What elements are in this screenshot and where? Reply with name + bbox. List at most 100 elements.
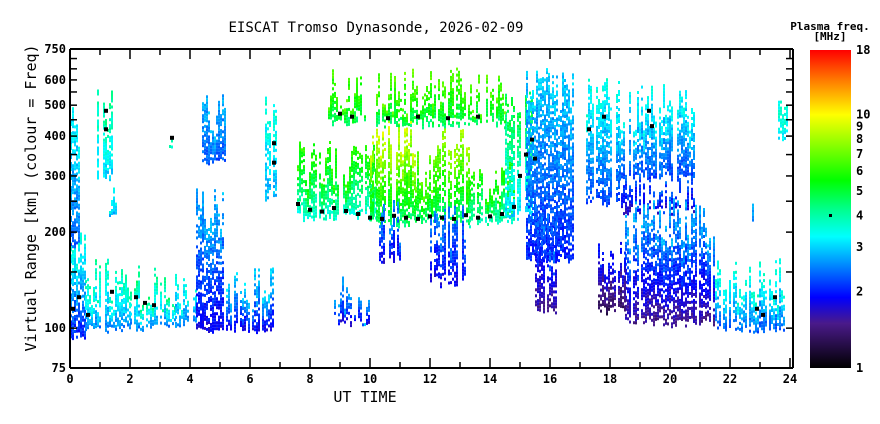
echo-cell — [262, 315, 264, 319]
echo-cell — [95, 295, 97, 299]
echo-cell — [267, 142, 269, 146]
echo-cell — [347, 181, 349, 185]
echo-cell — [202, 129, 204, 133]
echo-cell — [74, 294, 76, 297]
echo-cell — [315, 211, 317, 215]
echo-cell — [214, 148, 216, 152]
echo-cell — [412, 183, 414, 187]
echo-cell — [536, 175, 538, 179]
echo-cell — [558, 115, 560, 119]
echo-cell — [218, 282, 220, 286]
echo-cell — [224, 107, 226, 111]
echo-cell — [198, 282, 200, 286]
echo-cell — [548, 198, 550, 202]
echo-cell — [352, 108, 354, 112]
echo-cell — [544, 177, 546, 181]
echo-cell — [462, 135, 464, 139]
echo-cell — [546, 197, 548, 201]
echo-cell — [560, 155, 562, 158]
echo-cell — [72, 164, 74, 168]
echo-cell — [499, 216, 501, 220]
echo-cell — [78, 311, 80, 315]
echo-cell — [214, 321, 216, 325]
echo-cell — [456, 143, 458, 147]
echo-cell — [511, 148, 513, 151]
echo-cell — [517, 169, 519, 173]
echo-cell — [359, 188, 361, 192]
echo-cell — [509, 191, 511, 195]
echo-cell — [348, 95, 350, 99]
echo-cell — [538, 93, 540, 97]
echo-cell — [560, 215, 562, 218]
echo-cell — [74, 173, 76, 177]
echo-cell — [113, 211, 115, 215]
echo-cell — [440, 113, 442, 117]
echo-cell — [76, 229, 78, 233]
echo-cell — [370, 176, 372, 180]
echo-cell — [275, 184, 277, 188]
echo-cell — [311, 188, 313, 192]
echo-cell — [572, 154, 574, 158]
echo-cell — [99, 271, 101, 275]
echo-cell — [376, 99, 378, 103]
echo-cell — [337, 187, 339, 191]
echo-cell — [313, 164, 315, 168]
echo-cell — [72, 179, 74, 183]
echo-cell — [242, 328, 244, 332]
echo-cell — [76, 263, 78, 267]
echo-cell — [204, 254, 206, 258]
echo-cell — [113, 208, 115, 212]
echo-cell — [388, 201, 390, 205]
echo-cell — [351, 207, 353, 211]
echo-cell — [74, 324, 76, 327]
echo-cell — [216, 139, 218, 143]
echo-cell — [220, 321, 222, 325]
echo-cell — [534, 252, 536, 256]
echo-cell — [554, 167, 556, 170]
echo-cell — [564, 91, 566, 94]
echo-cell — [99, 277, 101, 281]
echo-cell — [220, 312, 222, 316]
echo-cell — [526, 109, 528, 113]
echo-cell — [103, 114, 105, 118]
echo-cell — [382, 152, 384, 156]
echo-cell — [526, 121, 528, 125]
echo-cell — [404, 134, 406, 138]
echo-cell — [74, 300, 76, 303]
echo-cell — [550, 144, 552, 148]
echo-cell — [305, 183, 307, 187]
echo-cell — [220, 294, 222, 298]
echo-cell — [220, 324, 222, 328]
echo-cell — [202, 212, 204, 216]
echo-cell — [554, 119, 556, 122]
echo-cell — [224, 158, 226, 162]
echo-cell — [560, 221, 562, 224]
echo-cell — [121, 299, 123, 303]
echo-cell — [505, 93, 507, 97]
echo-cell — [542, 89, 544, 93]
echo-cell — [424, 108, 426, 112]
echo-cell — [536, 124, 538, 128]
echo-cell — [80, 241, 82, 245]
echo-cell — [97, 113, 99, 117]
echo-cell — [509, 158, 511, 162]
echo-cell — [491, 210, 493, 214]
echo-cell — [448, 149, 450, 153]
echo-cell — [491, 219, 493, 223]
echo-cell — [408, 158, 410, 161]
echo-cell — [84, 282, 86, 286]
echo-cell — [325, 166, 327, 170]
echo-cell — [72, 277, 74, 281]
echo-cell — [406, 184, 408, 188]
echo-cell — [78, 206, 80, 210]
echo-cell — [156, 318, 158, 322]
echo-cell — [552, 195, 554, 199]
echo-cell — [566, 234, 568, 238]
echo-cell — [394, 115, 396, 118]
echo-cell — [415, 204, 417, 208]
echo-cell — [93, 326, 95, 329]
echo-cell — [433, 186, 435, 190]
echo-cell — [568, 149, 570, 153]
echo-cell — [136, 328, 138, 332]
echo-cell — [469, 207, 471, 211]
